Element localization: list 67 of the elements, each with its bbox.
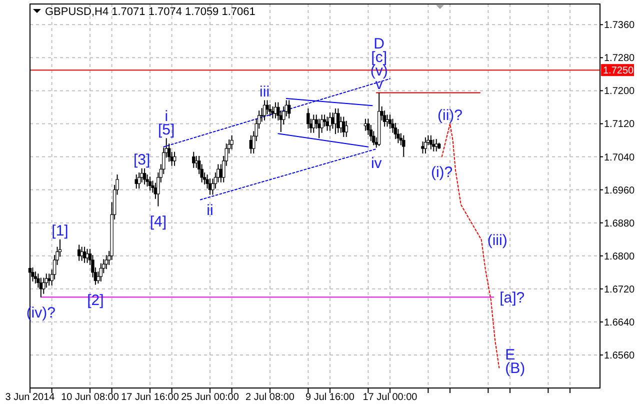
candlestick xyxy=(148,176,152,192)
annotation: [2] xyxy=(87,292,104,310)
candlestick xyxy=(34,271,38,284)
candlestick xyxy=(271,106,274,119)
candlestick xyxy=(402,134,406,158)
annotation: [4] xyxy=(150,214,167,231)
x-tick-label: 25 Jun 00:00 xyxy=(181,392,240,403)
candlestick xyxy=(80,246,84,262)
candlestick xyxy=(421,140,424,154)
candlestick xyxy=(326,116,329,132)
x-tick-label: 17 Jun 16:00 xyxy=(121,392,180,403)
candlestick xyxy=(192,151,196,168)
candlestick xyxy=(344,120,348,138)
candlestick xyxy=(134,174,138,190)
candlestick xyxy=(342,116,346,138)
annotation: [3] xyxy=(133,152,150,169)
candlestick xyxy=(142,168,146,185)
candlestick xyxy=(137,172,141,190)
candlestick xyxy=(230,134,234,150)
annotation: (i)? xyxy=(430,164,453,182)
candlestick xyxy=(42,277,46,294)
annotation: (ii)? xyxy=(438,106,462,124)
x-tick-label: 10 Jun 08:00 xyxy=(61,392,120,403)
y-tick-label: 1.6560 xyxy=(604,350,636,362)
annotation: (B) xyxy=(505,360,526,378)
candlestick xyxy=(104,254,108,270)
candlestick xyxy=(336,108,340,134)
annotation: iii xyxy=(260,83,270,100)
candlestick xyxy=(306,108,310,130)
y-tick-label: 1.6880 xyxy=(604,218,636,230)
y-tick-label: 1.6720 xyxy=(604,284,636,296)
annotation: (iii) xyxy=(487,232,508,250)
chart-title: GBPUSD,H4 1.7071 1.7074 1.7059 1.7061 xyxy=(45,6,256,18)
candlestick xyxy=(172,151,176,166)
candlestick xyxy=(434,138,438,152)
annotation: ii xyxy=(206,202,214,220)
candlestick xyxy=(386,114,389,128)
y-tick-label: 1.7120 xyxy=(604,119,636,130)
candlestick xyxy=(429,134,433,150)
candlestick xyxy=(99,262,103,282)
annotation: v xyxy=(375,76,384,94)
y-tick-label: 1.6960 xyxy=(604,185,636,196)
candlestick xyxy=(382,110,386,128)
ref-line-label: 1.7250 xyxy=(603,66,634,77)
annotation: [c] xyxy=(371,49,388,66)
annotation: [1] xyxy=(52,222,68,240)
y-tick-label: 1.6800 xyxy=(604,251,636,262)
candlestick xyxy=(287,100,291,119)
candlestick xyxy=(424,136,428,154)
y-tick-label: 1.7040 xyxy=(604,152,636,164)
x-tick-label: 17 Jul 00:00 xyxy=(362,392,418,403)
x-tick-label: 3 Jun 2014 xyxy=(5,392,56,403)
candlestick xyxy=(331,112,334,130)
candlestick xyxy=(266,100,269,115)
candlestick xyxy=(388,114,392,130)
x-tick-label: 9 Jul 16:00 xyxy=(306,392,355,403)
candlestick xyxy=(86,248,89,264)
annotation: [a]? xyxy=(500,289,525,306)
candlestick xyxy=(312,114,316,134)
annotation: iv xyxy=(370,154,382,172)
x-tick-label: 2 Jul 08:00 xyxy=(246,392,295,403)
candlestick xyxy=(394,122,398,140)
y-tick-label: 1.7360 xyxy=(604,20,636,32)
y-tick-label: 1.7200 xyxy=(604,86,636,98)
y-tick-label: 1.6640 xyxy=(604,317,636,328)
y-tick-label: 1.7280 xyxy=(604,53,636,64)
candlestick xyxy=(432,138,436,152)
